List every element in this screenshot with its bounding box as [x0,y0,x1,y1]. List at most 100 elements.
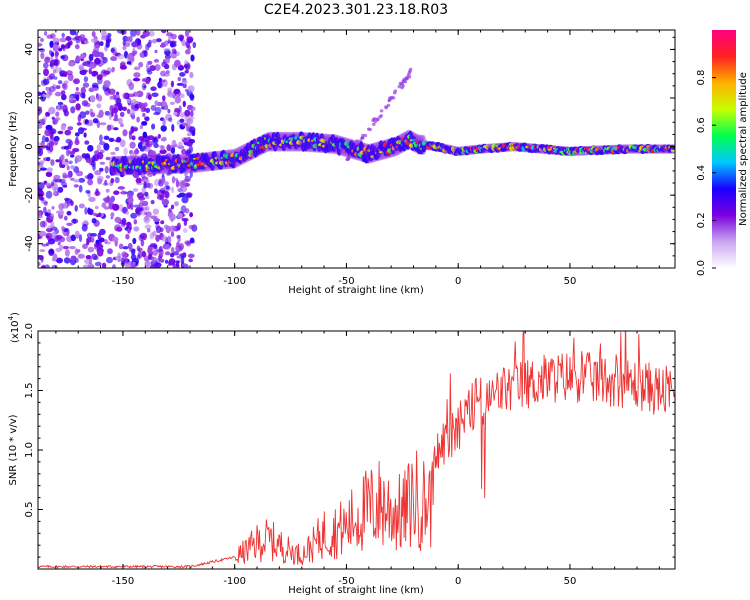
noise-blob [94,190,101,197]
noise-blob [122,40,126,46]
noise-blob [75,170,84,177]
noise-blob [174,59,181,68]
noise-blob [119,65,127,70]
noise-blob [183,64,189,69]
noise-blob [127,196,134,205]
noise-blob [145,211,152,218]
noise-blob [84,207,88,215]
streak-blob [408,67,413,71]
noise-blob [131,50,136,57]
noise-blob [177,187,183,193]
noise-blob [144,260,151,268]
noise-blob [48,106,56,115]
noise-blob [75,39,80,44]
streak-blob [372,122,376,126]
noise-blob [130,102,135,110]
y-tick-label: 2.0 [24,323,35,339]
noise-blob [76,122,82,126]
noise-blob [133,149,140,155]
noise-blob [112,203,120,211]
noise-blob [46,156,51,162]
noise-blob [85,189,91,194]
noise-blob [171,186,175,194]
noise-blob [89,62,93,71]
noise-blob [171,176,176,184]
noise-blob [128,82,135,91]
noise-blob [160,145,165,151]
noise-blob [84,258,91,265]
noise-blob [83,40,89,45]
noise-blob [168,208,172,213]
noise-blob [38,42,43,47]
noise-blob [63,231,67,237]
noise-blob [170,80,174,88]
noise-blob [163,40,169,46]
heatmap-frame [37,29,676,269]
noise-blob [91,218,97,224]
noise-blob [181,263,188,267]
noise-blob [143,50,148,57]
noise-blob [164,63,170,70]
noise-blob [47,225,54,229]
noise-blob [74,31,79,36]
noise-blob [83,76,89,83]
trace-core [440,143,445,148]
noise-blob [61,93,67,101]
noise-blob [70,255,77,261]
noise-blob [91,155,96,163]
noise-blob [156,38,162,43]
colorbar-tick-label: 0.8 [696,70,707,86]
colorbar [712,30,736,268]
y-tick-label: 0.5 [24,502,35,518]
colorbar-tick-label: 0.2 [696,212,707,228]
noise-blob [69,30,76,36]
noise-blob [60,44,66,49]
noise-blob [73,184,79,188]
noise-blob [45,235,50,239]
noise-blob [49,213,55,221]
noise-blob [42,78,50,85]
noise-blob [178,105,182,113]
noise-blob [87,179,93,186]
x-tick-label: 0 [455,276,461,287]
noise-blob [132,261,136,265]
noise-blob [73,179,80,183]
streak-blob [346,157,350,162]
noise-blob [78,234,83,243]
noise-blob [60,104,68,110]
noise-blob [61,32,65,38]
noise-blob [59,244,64,250]
noise-blob [176,194,183,198]
noise-blob [56,257,63,264]
noise-blob [122,246,129,250]
noise-blob [150,86,157,91]
noise-blob [116,136,122,143]
noise-blob [126,221,132,227]
noise-blob [114,146,120,152]
noise-blob [164,104,169,111]
noise-blob [38,124,43,129]
noise-blob [48,73,55,80]
noise-blob [181,39,186,47]
noise-blob [57,241,61,246]
noise-blob [98,109,104,118]
noise-blob [161,235,168,242]
x-tick-label: 50 [564,276,577,287]
noise-blob [136,245,141,252]
noise-blob [67,126,74,131]
trace-core [547,149,552,155]
noise-blob [151,257,158,262]
noise-blob [93,212,98,217]
noise-blob [133,204,141,208]
noise-blob [189,116,195,120]
noise-blob [75,87,79,91]
noise-blob [60,154,65,161]
noise-blob [91,31,96,37]
noise-blob [81,40,85,45]
snr-plot [38,331,675,569]
y-tick-label: 1.5 [24,383,35,399]
noise-blob [47,209,51,214]
noise-blob [150,199,155,205]
noise-blob [142,131,148,139]
noise-blob [49,128,57,135]
